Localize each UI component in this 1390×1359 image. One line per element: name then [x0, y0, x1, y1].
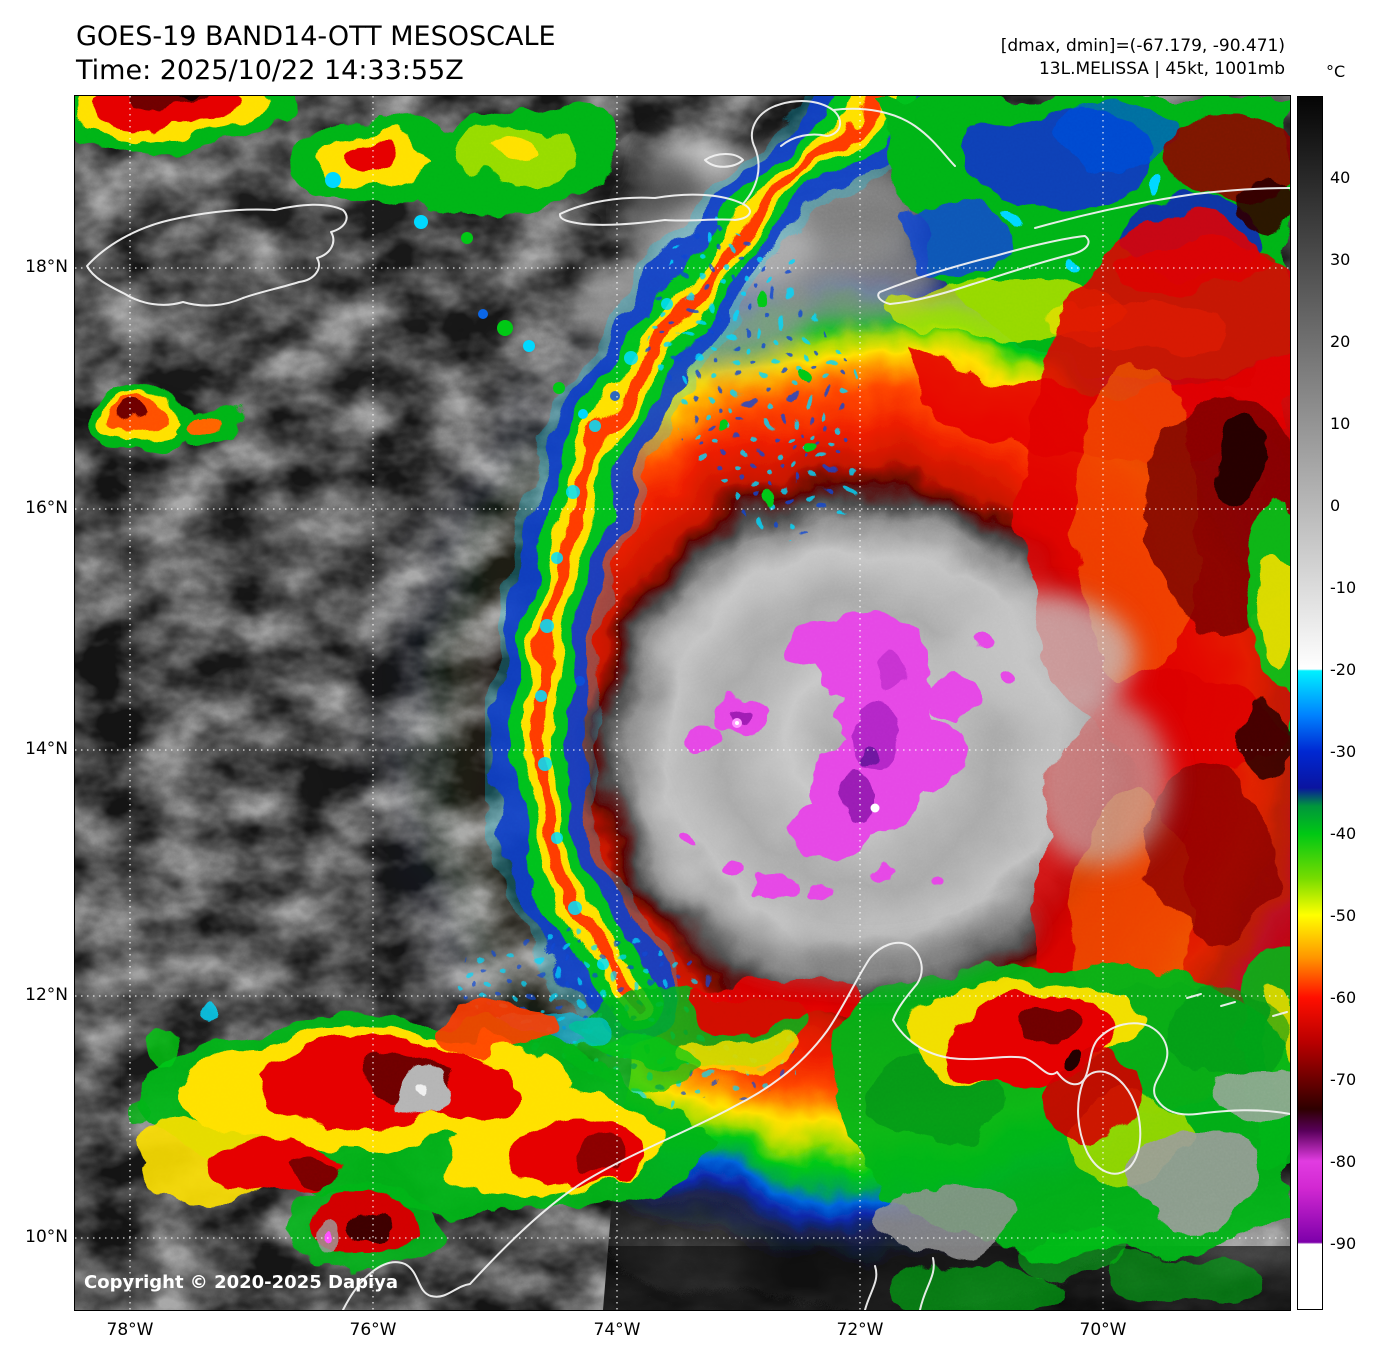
island-aruba	[1186, 993, 1202, 999]
colorbar-tick-m90: -90	[1330, 1234, 1357, 1253]
colorbar-unit-label: °C	[1326, 62, 1346, 81]
colorbar-tick-10: 10	[1330, 414, 1351, 433]
colorbar	[1297, 96, 1323, 1310]
lat-label-14n: 14°N	[25, 739, 68, 759]
island-bonaire	[1272, 1011, 1288, 1017]
colorbar-tick-m50: -50	[1330, 906, 1357, 925]
colorbar-tick-40: 40	[1330, 168, 1351, 187]
latlon-grid	[75, 96, 1290, 1310]
lat-label-18n: 18°N	[25, 257, 68, 277]
colorbar-tick-m80: -80	[1330, 1152, 1357, 1171]
lon-label-76w: 76°W	[349, 1320, 397, 1340]
colorbar-tick-m40: -40	[1330, 824, 1357, 843]
grain-overlay	[75, 96, 1290, 1310]
timestamp: Time: 2025/10/22 14:33:55Z	[76, 55, 464, 86]
lat-label-10n: 10°N	[25, 1227, 68, 1247]
lon-label-74w: 74°W	[593, 1320, 641, 1340]
colorbar-tick-20: 20	[1330, 332, 1351, 351]
satellite-image-svg	[75, 96, 1290, 1310]
island-curacao	[1220, 1001, 1236, 1007]
island-gonave	[704, 153, 744, 168]
coastline-jamaica	[86, 203, 348, 307]
colorbar-tick-m20: -20	[1330, 660, 1357, 679]
colorbar-tick-m30: -30	[1330, 742, 1357, 761]
coastline-cuba-north	[1034, 187, 1290, 229]
colorbar-tick-m70: -70	[1330, 1070, 1357, 1089]
lat-label-12n: 12°N	[25, 985, 68, 1005]
coastline-hispaniola-north	[832, 107, 956, 167]
coastline-cuba-se	[877, 235, 1090, 305]
lon-label-72w: 72°W	[836, 1320, 884, 1340]
lon-label-78w: 78°W	[106, 1320, 154, 1340]
dmax-dmin-readout: [dmax, dmin]=(-67.179, -90.471)	[1000, 36, 1285, 56]
storm-info: 13L.MELISSA | 45kt, 1001mb	[1038, 59, 1285, 79]
page-title: GOES-19 BAND14-OTT MESOSCALE	[76, 21, 556, 52]
copyright-watermark: Copyright © 2020-2025 Dapiya	[84, 1272, 399, 1293]
coastline-haiti-peninsula	[558, 193, 751, 226]
coastlines	[86, 100, 1290, 1310]
colorbar-tick-m10: -10	[1330, 578, 1357, 597]
coastline-bottom-bits-1	[864, 1265, 878, 1310]
colorbar-tick-0: 0	[1330, 496, 1341, 515]
colorbar-tick-m60: -60	[1330, 988, 1357, 1007]
coastline-bottom-bits-2	[919, 1257, 935, 1310]
colorbar-tick-30: 30	[1330, 250, 1351, 269]
lat-label-16n: 16°N	[25, 498, 68, 518]
coastline-south-america	[342, 941, 1290, 1310]
lon-label-70w: 70°W	[1079, 1320, 1127, 1340]
lake-maracaibo	[1077, 1070, 1142, 1175]
coastline-haiti-west	[742, 100, 842, 205]
